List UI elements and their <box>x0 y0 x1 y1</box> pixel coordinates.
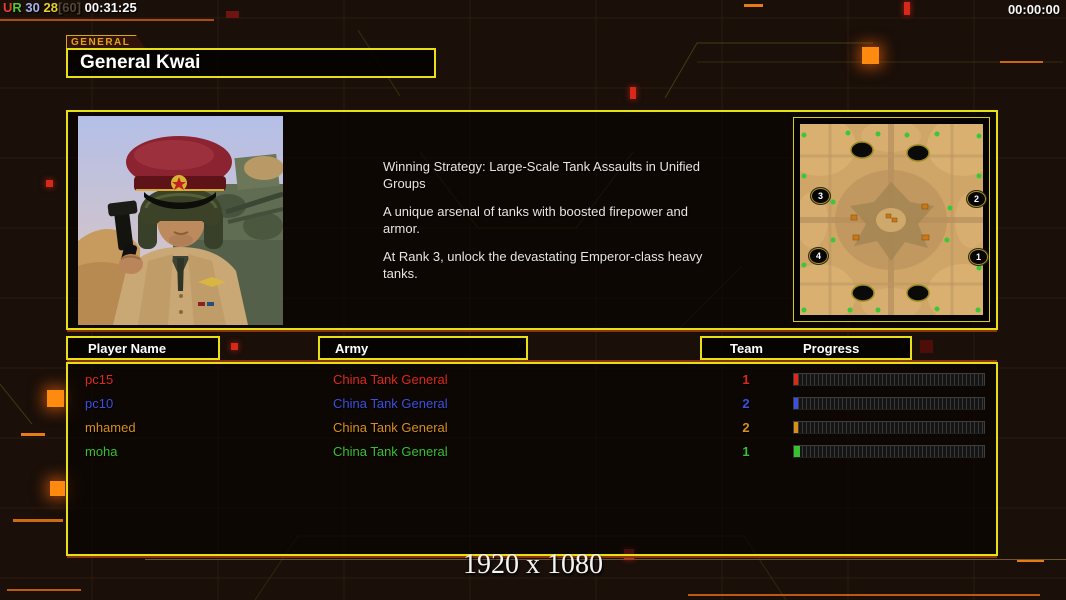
decor-orange-square <box>47 390 64 407</box>
fps-counter-part: 28 <box>39 0 58 15</box>
decor-red-square <box>231 343 238 350</box>
map-image <box>800 124 983 315</box>
player-army: China Tank General <box>333 420 448 435</box>
decor-orange-line <box>13 519 63 522</box>
player-progress-bar <box>793 373 985 386</box>
column-header-player-name: Player Name <box>66 336 220 360</box>
map-start-position: 1 <box>969 249 988 265</box>
decor-orange-square <box>50 481 65 496</box>
player-row: pc10 China Tank General 2 <box>68 392 996 416</box>
progress-fill <box>794 398 798 409</box>
player-name: pc15 <box>85 372 114 387</box>
player-table: pc15 China Tank General 1 pc10 China Tank Ge… <box>66 362 998 556</box>
column-header-team-progress: Team Progress <box>700 336 912 360</box>
progress-fill <box>794 446 800 457</box>
general-title: General Kwai <box>80 52 201 73</box>
match-clock: 00:00:00 <box>1007 2 1060 17</box>
general-tab-label: GENERAL <box>71 36 131 48</box>
description-paragraph: A unique arsenal of tanks with boosted f… <box>383 204 688 236</box>
decor-orange-line <box>688 594 1040 596</box>
column-header-army: Army <box>318 336 528 360</box>
map-start-position: 2 <box>967 191 986 207</box>
player-army: China Tank General <box>333 444 448 459</box>
general-info-panel: Winning Strategy: Large-Scale Tank Assau… <box>66 110 998 330</box>
fps-counter-part: U <box>3 0 13 15</box>
player-name: moha <box>85 444 118 459</box>
player-army: China Tank General <box>333 372 448 387</box>
decor-orange-line <box>7 589 81 591</box>
general-portrait-image <box>78 116 283 325</box>
decor-dark-red-square <box>920 340 933 353</box>
decor-red-square <box>630 87 636 99</box>
player-progress-bar <box>793 421 985 434</box>
map-start-position: 4 <box>809 248 828 264</box>
decor-red-square <box>46 180 53 187</box>
player-row: moha China Tank General 1 <box>68 440 996 464</box>
army-header-label: Army <box>335 340 369 356</box>
player-progress-bar <box>793 445 985 458</box>
progress-fill <box>794 422 798 433</box>
resolution-label: 1920 x 1080 <box>463 549 603 580</box>
general-portrait <box>78 116 283 325</box>
decor-orange-line <box>1000 61 1043 63</box>
fps-overlay: UR 30 28[60] 00:31:25 <box>3 0 137 15</box>
decor-dark-red-dash <box>226 11 239 18</box>
decor-orange-line <box>1017 559 1044 562</box>
team-header-label: Team <box>730 340 763 356</box>
player-team: 1 <box>742 372 750 387</box>
map-start-position: 3 <box>811 188 830 204</box>
progress-fill <box>794 374 798 385</box>
fps-counter-part: R <box>12 0 22 15</box>
player-team: 2 <box>742 396 750 411</box>
description-paragraph: At Rank 3, unlock the devastating Empero… <box>383 249 703 281</box>
progress-header-label: Progress <box>803 340 860 356</box>
fps-counter-part: 30 <box>21 0 40 15</box>
general-tab: GENERAL <box>66 35 146 49</box>
decor-orange-line <box>21 433 45 436</box>
player-name: mhamed <box>85 420 136 435</box>
fps-counter-part: [60] <box>57 0 82 15</box>
player-name: pc10 <box>85 396 114 411</box>
player-team: 2 <box>742 420 750 435</box>
decor-tan-line <box>145 559 1066 560</box>
general-description: Winning Strategy: Large-Scale Tank Assau… <box>383 158 705 293</box>
player-progress-bar <box>793 397 985 410</box>
decor-orange-square <box>862 47 879 64</box>
player-row: mhamed China Tank General 2 <box>68 416 996 440</box>
player-team: 1 <box>742 444 750 459</box>
map-preview: 1 2 3 4 <box>793 117 990 322</box>
decor-red-square <box>904 2 910 15</box>
general-title-box: General Kwai <box>66 48 436 78</box>
player-rows: pc15 China Tank General 1 pc10 China Tank Ge… <box>68 368 996 464</box>
description-paragraph: Winning Strategy: Large-Scale Tank Assau… <box>383 159 700 191</box>
player-name-header-label: Player Name <box>88 340 167 356</box>
decor-orange-line <box>0 19 214 21</box>
decor-orange-line <box>744 4 763 7</box>
fps-counter-part: 00:31:25 <box>81 0 137 15</box>
player-army: China Tank General <box>333 396 448 411</box>
player-row: pc15 China Tank General 1 <box>68 368 996 392</box>
